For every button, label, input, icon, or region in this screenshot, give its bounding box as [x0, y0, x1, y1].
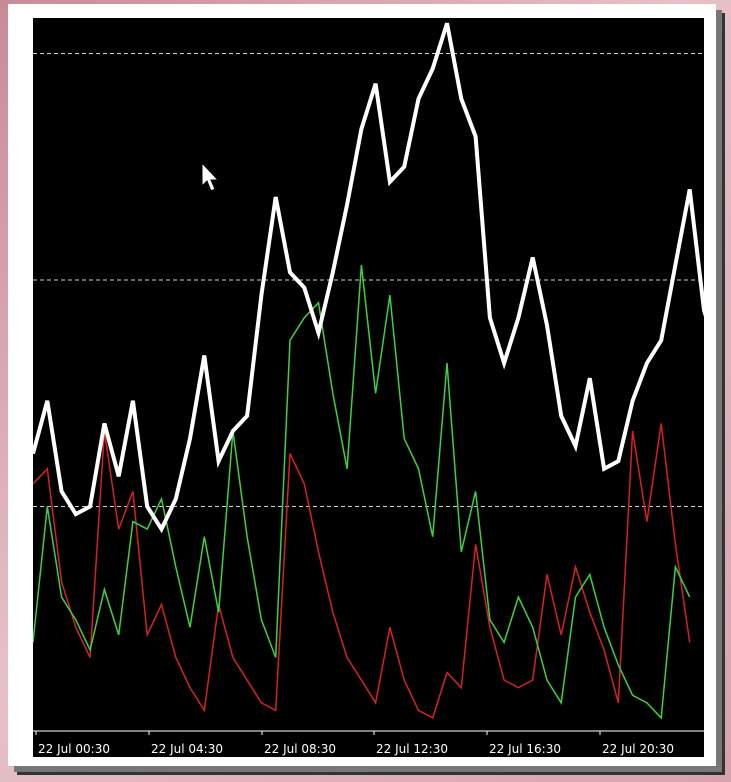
series-line-2	[33, 423, 691, 719]
series-line-0	[33, 22, 704, 534]
mouse-pointer-icon	[201, 162, 220, 192]
x-tick-label-3: 22 Jul 12:30	[376, 742, 448, 756]
x-tick-label-1: 22 Jul 04:30	[151, 742, 223, 756]
line-chart: 22 Jul 00:30 22 Jul 04:30 22 Jul 08:30 22 J…	[33, 22, 704, 756]
x-tick-label-0: 22 Jul 00:30	[38, 742, 110, 756]
chart-plot-area: 22 Jul 00:30 22 Jul 04:30 22 Jul 08:30 22 J…	[33, 18, 704, 757]
x-tick-label-5: 22 Jul 20:30	[602, 742, 674, 756]
series-line-1	[33, 264, 691, 720]
x-tick-label-2: 22 Jul 08:30	[264, 742, 336, 756]
x-tick-label-4: 22 Jul 16:30	[489, 742, 561, 756]
